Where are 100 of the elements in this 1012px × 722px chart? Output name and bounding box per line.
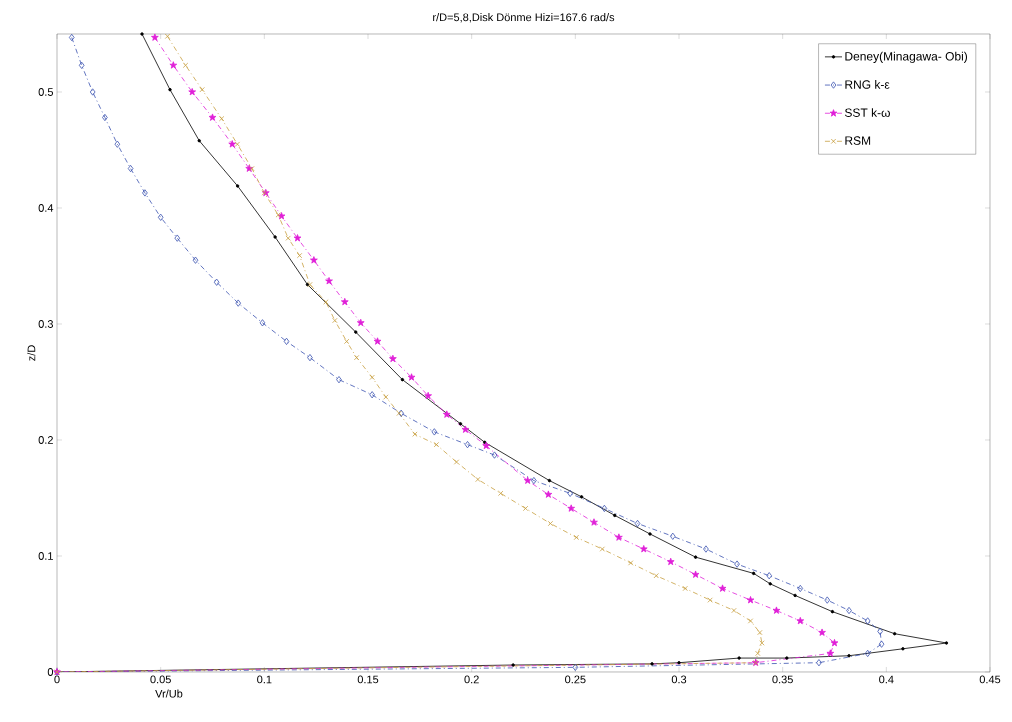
point xyxy=(369,391,375,399)
point xyxy=(901,647,905,651)
point xyxy=(340,297,349,306)
point xyxy=(737,656,741,660)
point xyxy=(547,478,552,483)
point xyxy=(356,318,365,327)
x-axis-title: Vr/Ub xyxy=(155,689,183,698)
point xyxy=(757,629,763,636)
y-tick-label: 0.4 xyxy=(38,204,54,212)
point xyxy=(182,62,189,68)
point xyxy=(369,374,375,381)
point xyxy=(572,663,579,671)
y-tick-label: 0 xyxy=(47,668,54,676)
point xyxy=(310,256,318,264)
point xyxy=(669,532,676,540)
point xyxy=(140,32,144,36)
point xyxy=(511,663,515,667)
point xyxy=(847,654,851,658)
y-tick-label: 0.1 xyxy=(38,552,53,560)
point xyxy=(818,628,826,636)
point xyxy=(613,513,617,518)
point xyxy=(864,649,871,658)
point xyxy=(461,425,470,433)
point xyxy=(407,373,416,381)
point xyxy=(208,113,217,121)
point xyxy=(336,376,342,384)
point xyxy=(458,422,463,426)
point xyxy=(785,656,789,660)
point xyxy=(127,164,134,173)
legend-label: SST k-ω xyxy=(844,108,890,117)
point xyxy=(759,640,765,646)
point xyxy=(498,490,504,497)
point xyxy=(601,504,608,513)
point xyxy=(718,584,727,592)
point xyxy=(273,235,277,239)
point xyxy=(235,299,242,307)
point xyxy=(164,33,171,39)
point xyxy=(412,431,418,437)
point xyxy=(768,582,772,586)
point xyxy=(766,572,772,580)
point xyxy=(259,319,266,327)
point xyxy=(169,61,178,69)
point xyxy=(89,88,96,96)
point xyxy=(491,451,498,459)
point xyxy=(373,337,382,345)
point xyxy=(235,184,240,188)
x-tick-label: 0.1 xyxy=(257,675,272,684)
point xyxy=(325,277,333,285)
point xyxy=(747,618,754,624)
legend-label: Deney(Minagawa- Obi) xyxy=(845,51,968,63)
point xyxy=(864,617,871,625)
y-tick-label: 0.5 xyxy=(38,88,53,96)
point xyxy=(307,354,313,362)
x-tick-label: 0.2 xyxy=(464,675,479,684)
point xyxy=(293,234,302,242)
point xyxy=(464,441,471,449)
point xyxy=(431,428,438,436)
x-tick-label: 0.25 xyxy=(565,675,586,684)
x-tick-label: 0.3 xyxy=(671,675,687,684)
point xyxy=(816,659,822,667)
point xyxy=(944,641,949,645)
point xyxy=(475,476,481,483)
point xyxy=(78,61,85,69)
point xyxy=(731,607,737,614)
point xyxy=(522,505,529,512)
y-tick-label: 0.2 xyxy=(38,436,53,444)
point xyxy=(693,555,698,559)
point xyxy=(197,139,201,143)
point xyxy=(343,338,350,345)
point xyxy=(249,165,255,172)
point xyxy=(734,560,740,568)
point xyxy=(707,597,713,603)
point xyxy=(151,33,159,41)
point xyxy=(547,520,554,527)
point xyxy=(567,489,573,497)
point xyxy=(796,616,805,625)
point xyxy=(353,354,360,361)
point xyxy=(354,330,358,334)
point xyxy=(615,533,623,541)
x-tick-label: 0.35 xyxy=(772,675,793,684)
point xyxy=(824,596,831,604)
point xyxy=(797,584,804,593)
point xyxy=(579,495,584,499)
legend-label: RSM xyxy=(845,136,871,145)
point xyxy=(677,661,681,665)
point xyxy=(213,278,220,286)
point xyxy=(68,33,75,42)
point xyxy=(634,519,641,528)
point xyxy=(482,441,491,450)
point xyxy=(424,391,432,400)
point xyxy=(228,140,237,148)
point xyxy=(453,459,460,465)
point xyxy=(573,534,580,541)
legend-label: RNG k-ε xyxy=(845,79,890,89)
point xyxy=(142,189,148,197)
point xyxy=(830,609,835,614)
point xyxy=(648,532,652,536)
point xyxy=(323,299,329,305)
point xyxy=(199,87,205,93)
point xyxy=(599,546,605,552)
